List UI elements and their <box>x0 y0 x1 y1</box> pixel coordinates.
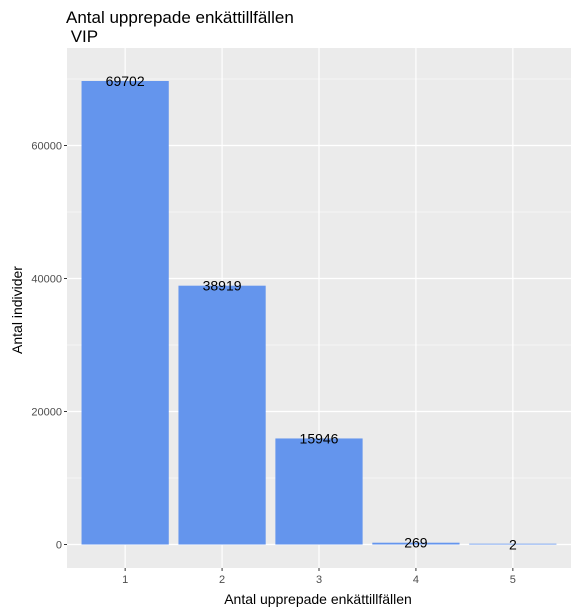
y-tick-label: 40000 <box>31 274 62 286</box>
bar-5 <box>469 543 557 545</box>
chart-title: Antal upprepade enkättillfällen VIP <box>66 8 294 46</box>
data-label-5: 2 <box>509 536 517 552</box>
bar-3 <box>275 438 363 545</box>
x-tick-label: 3 <box>316 574 322 586</box>
y-tick-label: 0 <box>56 540 62 552</box>
data-label-3: 15946 <box>300 430 339 446</box>
y-tick-label: 20000 <box>31 407 62 419</box>
x-tick-label: 2 <box>219 574 225 586</box>
x-tick-label: 1 <box>122 574 128 586</box>
data-label-4: 269 <box>404 535 428 551</box>
bar-4 <box>372 542 460 545</box>
bar-1 <box>81 80 169 545</box>
data-label-2: 38919 <box>203 278 242 294</box>
x-tick-label: 4 <box>413 574 419 586</box>
data-label-1: 69702 <box>106 73 145 89</box>
bar-2 <box>178 285 266 545</box>
y-tick-label: 60000 <box>31 141 62 153</box>
x-axis-label: Antal upprepade enkättillfällen <box>224 591 412 607</box>
x-tick-label: 5 <box>510 574 516 586</box>
